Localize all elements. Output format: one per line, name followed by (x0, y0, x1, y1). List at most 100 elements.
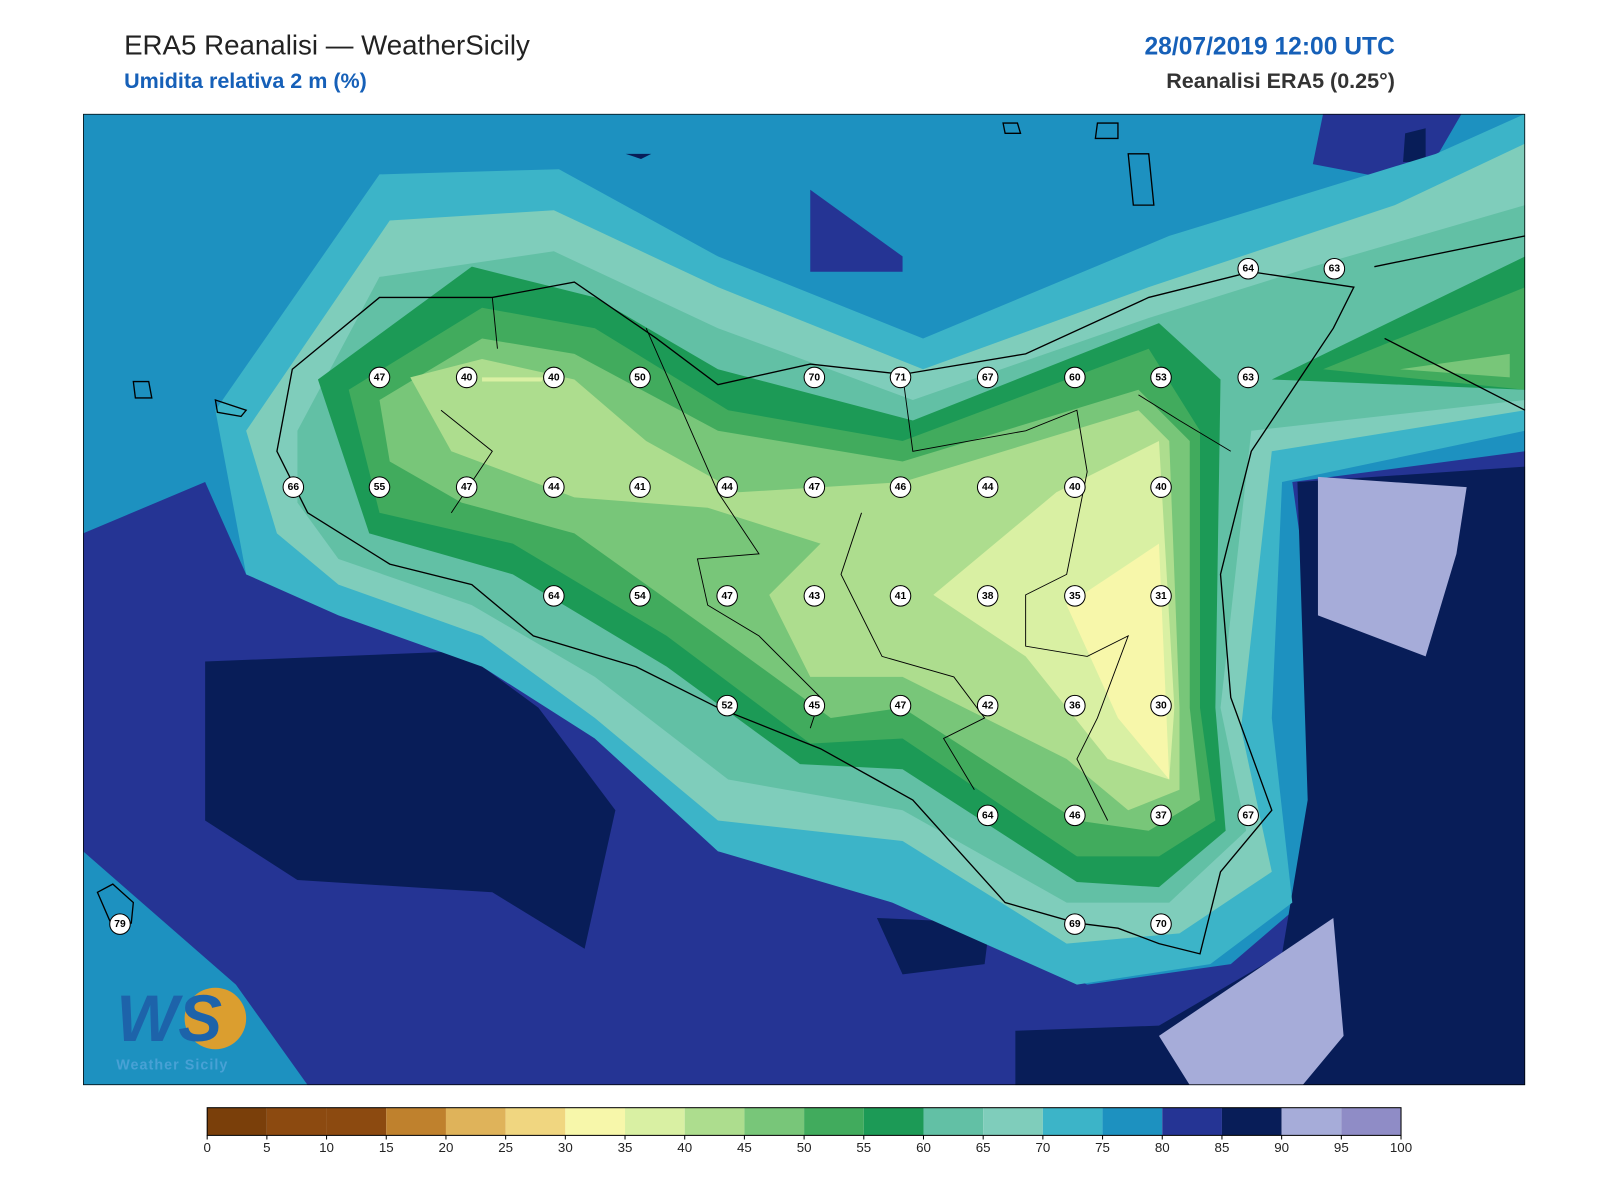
station-value: 69 (1069, 919, 1081, 930)
station-marker (889, 694, 912, 717)
colorbar-bin (863, 1107, 924, 1136)
station-value: 67 (982, 372, 994, 383)
station: 71 (889, 366, 912, 389)
logo: WS Weather Sicily (116, 982, 247, 1074)
station: 46 (889, 476, 912, 498)
station-marker (889, 366, 912, 389)
station-marker (803, 366, 826, 389)
colorbar-bin (565, 1107, 626, 1136)
station-value: 70 (1155, 919, 1167, 930)
station: 31 (1150, 585, 1172, 607)
colorbar: 0 5 10 15 20 25 30 35 40 45 50 55 60 65 70 75 80 85 90 95 10… (203, 1107, 1412, 1155)
station-value: 36 (1069, 701, 1081, 712)
station-layer: 47 40 40 50 70 71 67 60 53 63 66 55 47 44 41 44 47 46 44 40… (109, 257, 1346, 935)
station: 44 (976, 476, 999, 498)
station: 70 (1150, 913, 1172, 935)
station-value: 44 (548, 482, 560, 493)
station-marker (976, 804, 999, 827)
station-value: 37 (1155, 810, 1167, 821)
station: 67 (976, 366, 999, 389)
station-marker (282, 476, 305, 498)
station: 36 (1064, 694, 1086, 717)
colorbar-bin (923, 1107, 984, 1136)
station: 53 (1150, 366, 1172, 389)
colorbar-bin (326, 1107, 387, 1136)
colorbar-bin (1102, 1107, 1163, 1136)
station-marker (976, 476, 999, 498)
logo-text: Weather Sicily (116, 1058, 228, 1074)
station-marker (803, 585, 826, 607)
colorbar-tick-label: 30 (558, 1140, 573, 1155)
colorbar-bin (684, 1107, 745, 1136)
station: 47 (889, 694, 912, 717)
station: 64 (976, 804, 999, 827)
colorbar-tick-label: 100 (1390, 1140, 1412, 1155)
station-marker (455, 476, 478, 498)
colorbar-bin (1281, 1107, 1342, 1136)
station-value: 41 (634, 482, 646, 493)
station: 55 (368, 476, 391, 498)
station: 66 (282, 476, 305, 498)
station-value: 70 (809, 372, 821, 383)
station-marker (976, 585, 999, 607)
station-marker (1150, 366, 1172, 389)
station-value: 40 (461, 372, 473, 383)
station-marker (1237, 257, 1259, 280)
station-marker (455, 366, 478, 389)
colorbar-tick-label: 35 (618, 1140, 633, 1155)
station-value: 63 (1329, 264, 1341, 275)
field-30 (1066, 543, 1170, 780)
station-value: 40 (1155, 482, 1167, 493)
station-value: 46 (1069, 810, 1081, 821)
station: 47 (716, 585, 738, 607)
field-35 (482, 377, 1175, 780)
station-value: 42 (982, 701, 994, 712)
station: 44 (716, 476, 738, 498)
coastline (96, 122, 1526, 955)
station: 64 (1237, 257, 1259, 280)
station-marker (543, 476, 565, 498)
station: 46 (1064, 804, 1086, 827)
station: 70 (803, 366, 826, 389)
station-marker (368, 476, 391, 498)
station-value: 43 (809, 591, 821, 602)
station-value: 63 (1243, 372, 1255, 383)
station-value: 64 (982, 810, 994, 821)
station: 38 (976, 585, 999, 607)
station: 43 (803, 585, 826, 607)
station-marker (889, 585, 912, 607)
station: 40 (1150, 476, 1172, 498)
station: 40 (1064, 476, 1086, 498)
colorbar-tick-label: 10 (319, 1140, 334, 1155)
station-value: 47 (374, 372, 386, 383)
colorbar-bin (445, 1107, 506, 1136)
station-marker (1064, 585, 1086, 607)
station-value: 47 (809, 482, 821, 493)
logo-sun (184, 987, 247, 1050)
station-value: 47 (721, 591, 733, 602)
station: 69 (1064, 913, 1086, 935)
station-value: 79 (114, 919, 126, 930)
station: 42 (976, 694, 999, 717)
station-value: 47 (461, 482, 473, 493)
station-value: 44 (721, 482, 733, 493)
station: 54 (629, 585, 651, 607)
colorbar-tick-label: 95 (1334, 1140, 1349, 1155)
station-marker (716, 476, 738, 498)
colorbar-tick-label: 70 (1035, 1140, 1050, 1155)
station: 47 (455, 476, 478, 498)
station-value: 30 (1155, 701, 1167, 712)
station-marker (1323, 257, 1346, 280)
field-90 (1158, 476, 1467, 1086)
colorbar-tick-label: 40 (677, 1140, 692, 1155)
station-value: 40 (1069, 482, 1081, 493)
station-value: 47 (895, 701, 907, 712)
station-value: 60 (1069, 372, 1081, 383)
station-marker (543, 585, 565, 607)
station-value: 64 (548, 591, 560, 602)
station: 41 (629, 476, 651, 498)
colorbar-bin (1162, 1107, 1222, 1136)
station: 67 (1237, 804, 1259, 827)
